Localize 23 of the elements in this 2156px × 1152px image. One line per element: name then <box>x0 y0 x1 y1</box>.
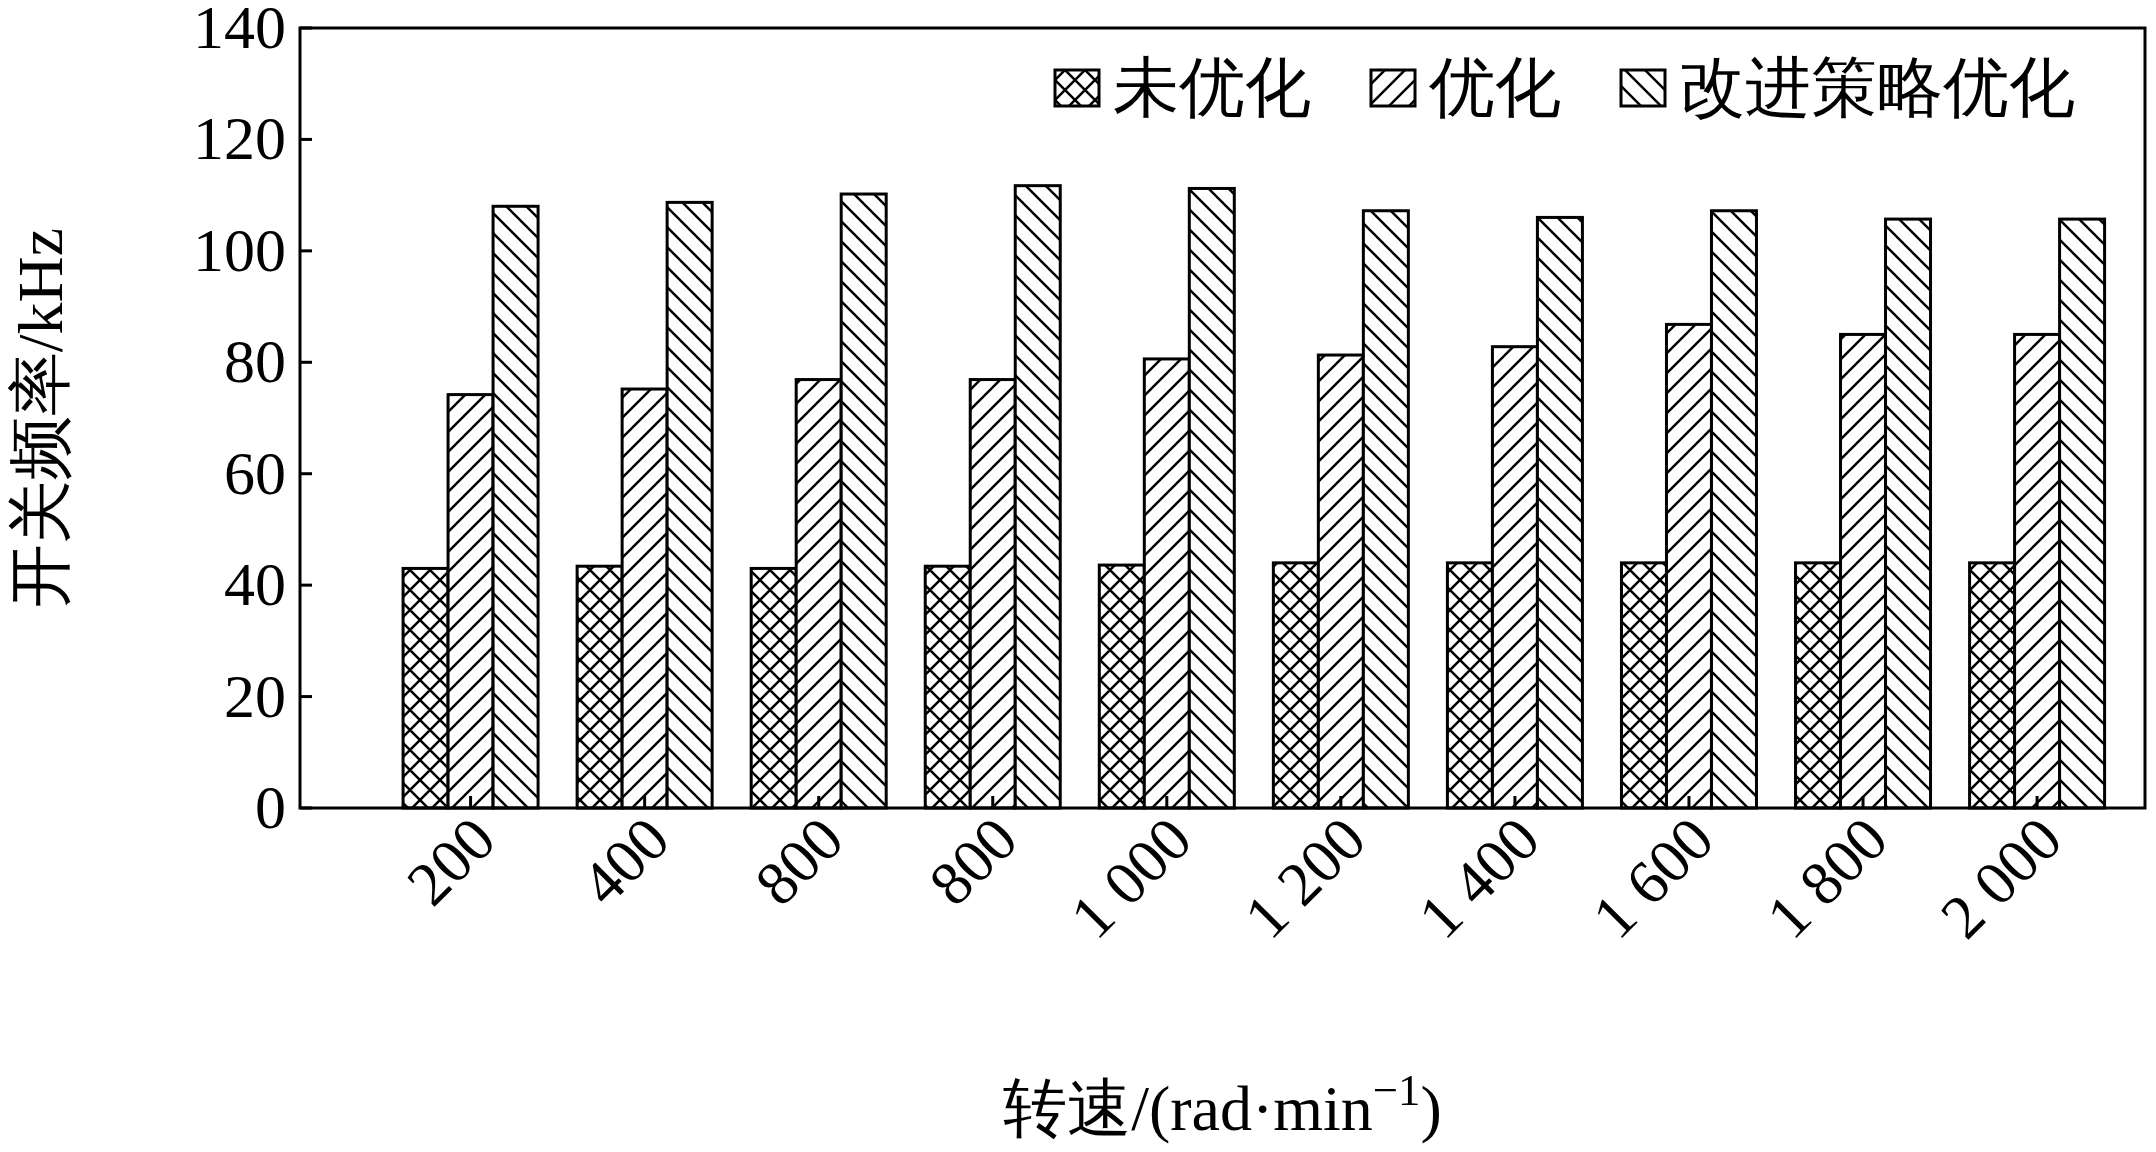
x-tick-label: 1 400 <box>1405 804 1553 951</box>
x-tick-label: 200 <box>393 804 508 918</box>
legend-label: 未优化 <box>1113 51 1311 124</box>
legend-label: 改进策略优化 <box>1679 51 2075 124</box>
x-tick-label: 800 <box>742 804 856 918</box>
x-tick-label: 2 000 <box>1927 804 2075 951</box>
x-tick-label: 1 000 <box>1057 804 1204 951</box>
y-tick-label: 20 <box>224 661 286 730</box>
y-tick-label: 140 <box>193 0 286 61</box>
y-tick-label: 60 <box>224 438 286 507</box>
x-tick-label: 400 <box>567 804 682 918</box>
y-tick-label: 40 <box>224 550 286 619</box>
legend-label: 优化 <box>1429 51 1561 124</box>
y-tick-label: 100 <box>193 215 286 284</box>
x-axis-title: 转速/(rad·min$^{−1}$) <box>1003 1065 1442 1144</box>
y-tick-label: 80 <box>224 327 286 396</box>
x-tick-label: 1 200 <box>1231 804 1379 951</box>
y-tick-label: 120 <box>193 104 286 173</box>
x-tick-label: 800 <box>916 804 1030 918</box>
x-tick-label: 1 800 <box>1753 804 1901 951</box>
y-tick-label: 0 <box>255 773 286 841</box>
y-axis-title: 开关频率/kHz <box>5 227 76 609</box>
x-tick-label: 1 600 <box>1579 804 1727 951</box>
